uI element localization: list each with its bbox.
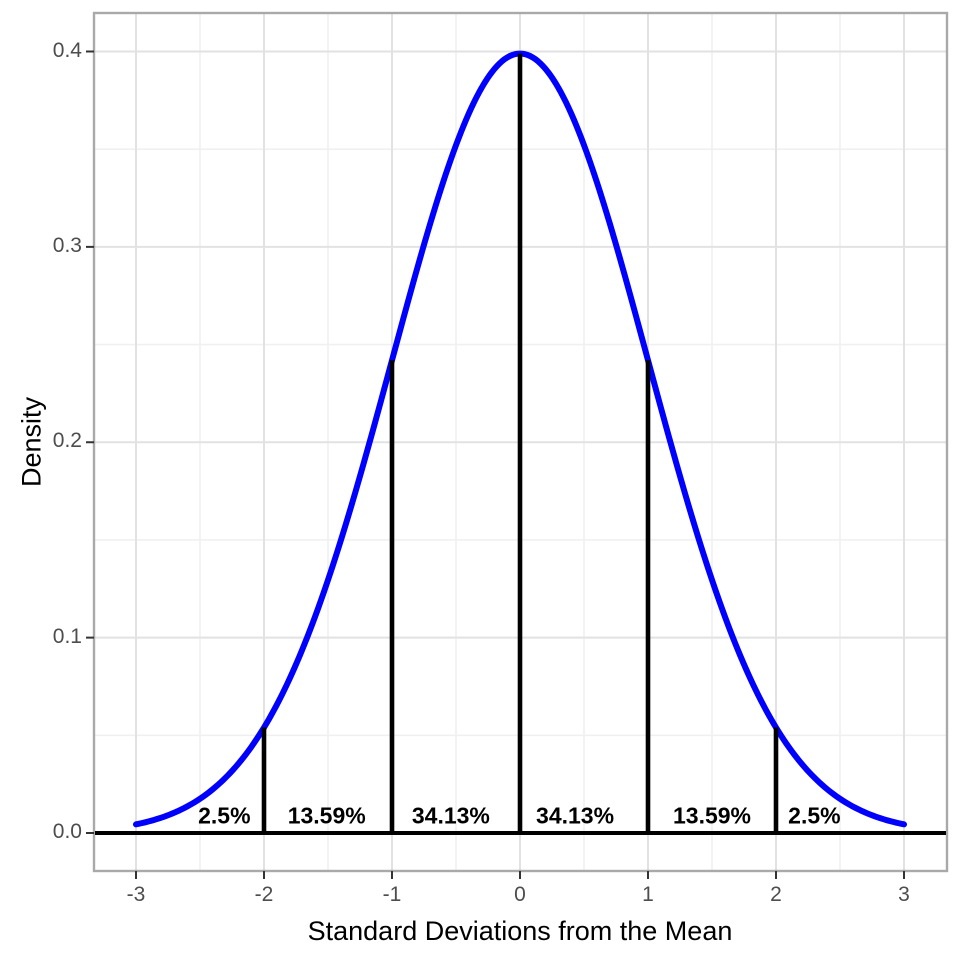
x-tick-label: 2 xyxy=(770,883,782,906)
area-percentage-label: 34.13% xyxy=(536,802,615,829)
area-percentage-label: 2.5% xyxy=(788,802,841,829)
area-percentage-label: 13.59% xyxy=(287,802,366,829)
x-tick-label: 1 xyxy=(642,883,654,906)
y-tick-label: 0.4 xyxy=(52,38,82,62)
y-axis-title: Density xyxy=(16,396,47,488)
area-percentage-label: 34.13% xyxy=(411,802,490,829)
y-tick-label: 0.3 xyxy=(52,233,82,257)
x-tick-label: -1 xyxy=(382,883,402,906)
area-percentage-label: 13.59% xyxy=(672,802,752,829)
area-percentage-label: 2.5% xyxy=(198,802,251,829)
y-tick-label: 0.1 xyxy=(52,624,82,648)
x-tick-label: 0 xyxy=(514,883,526,906)
x-tick-label: -3 xyxy=(126,883,146,906)
x-axis-title-text: Standard Deviations from the Mean xyxy=(307,916,733,946)
x-tick-label: -2 xyxy=(254,883,274,906)
y-tick-label: 0.2 xyxy=(52,429,82,453)
y-tick-label: 0.0 xyxy=(52,820,82,843)
x-tick-label: 3 xyxy=(898,883,910,906)
x-axis-title: Standard Deviations from the Mean xyxy=(0,916,960,947)
